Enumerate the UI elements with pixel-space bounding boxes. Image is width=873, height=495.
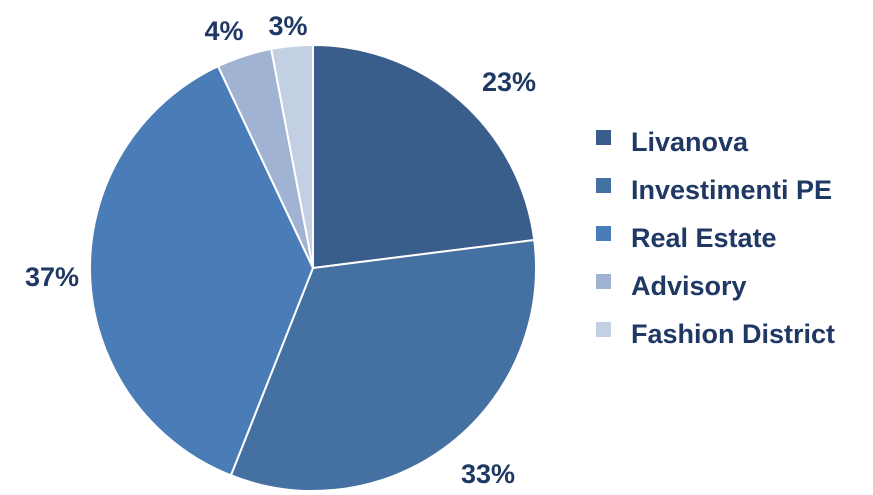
legend-label: Investimenti PE xyxy=(631,174,833,205)
pie-slice-livanova xyxy=(312,43,536,270)
chart-legend: Livanova Investimenti PE Real Estate Adviso… xyxy=(596,118,835,358)
legend-label: Fashion District xyxy=(631,318,836,349)
legend-item-fashion-district: Fashion District xyxy=(596,310,835,358)
legend-swatch xyxy=(596,129,611,145)
legend-label: Real Estate xyxy=(631,222,777,253)
legend-swatch xyxy=(596,225,611,241)
legend-swatch xyxy=(596,273,611,289)
data-label-fashion-district: 3% xyxy=(268,11,307,41)
legend-item-advisory: Advisory xyxy=(596,262,835,310)
pie-slice-investimenti-pe xyxy=(229,238,537,492)
legend-swatch xyxy=(596,177,611,193)
legend-item-real-estate: Real Estate xyxy=(596,214,835,262)
legend-item-livanova: Livanova xyxy=(596,118,835,166)
legend-label: Livanova xyxy=(631,126,749,157)
pie-slices xyxy=(89,43,537,492)
pie-slice-real-estate xyxy=(89,64,315,477)
data-label-real-estate: 37% xyxy=(25,262,79,292)
data-label-investimenti-pe: 33% xyxy=(461,459,515,489)
pie-labels: 23% 33% 37% 4% 3% xyxy=(25,11,536,489)
data-label-livanova: 23% xyxy=(482,67,536,97)
legend-label: Advisory xyxy=(631,270,747,301)
data-label-advisory: 4% xyxy=(204,16,243,46)
legend-item-investimenti-pe: Investimenti PE xyxy=(596,166,835,214)
legend-swatch xyxy=(596,321,611,337)
pie-slice-fashion-district xyxy=(270,43,314,269)
